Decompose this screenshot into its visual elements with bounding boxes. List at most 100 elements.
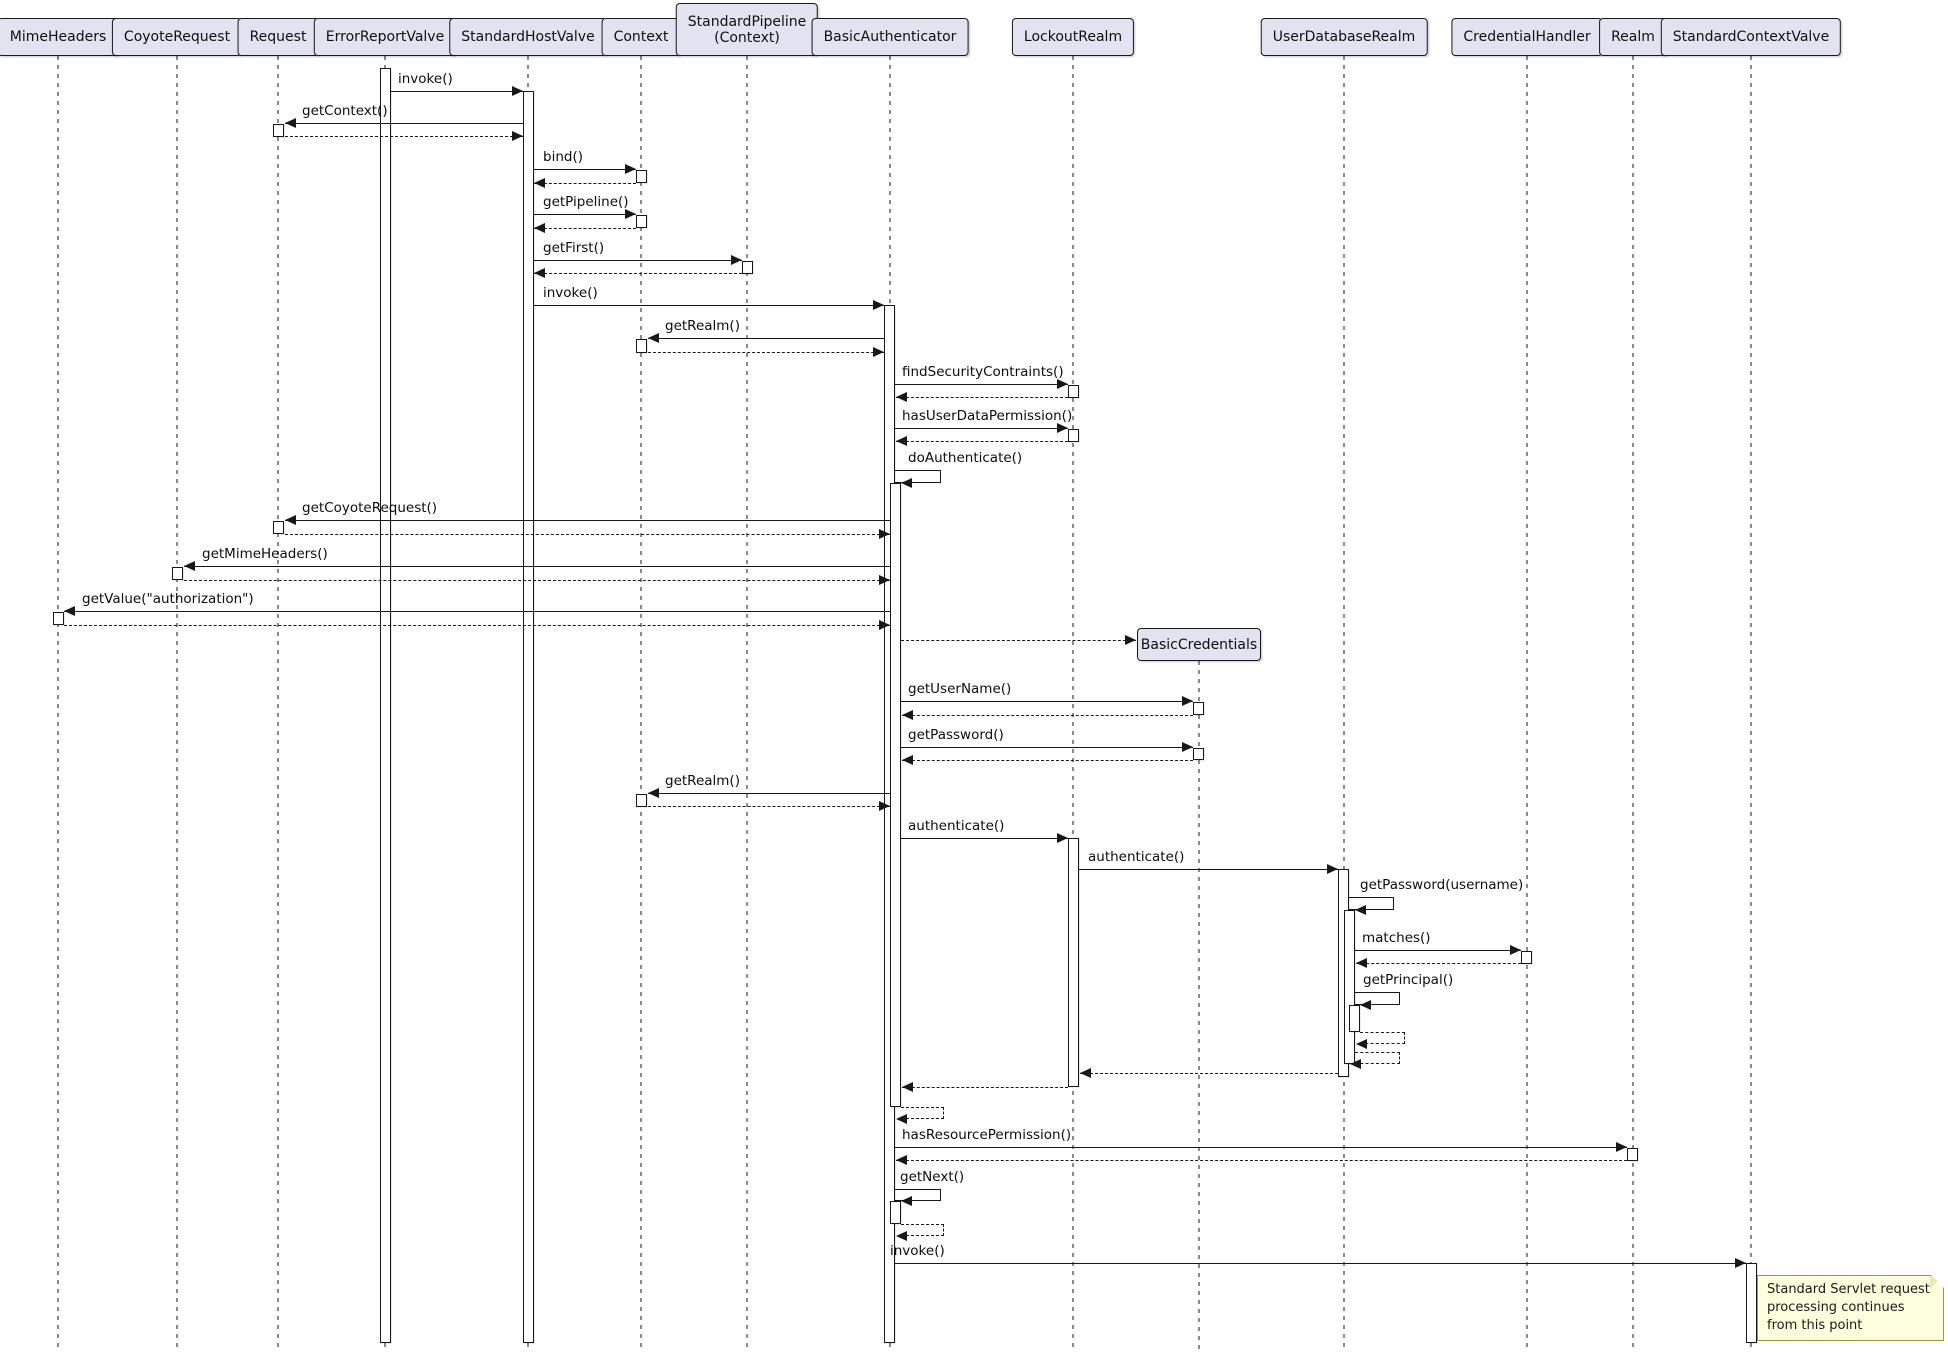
self-message-loop [901, 1107, 944, 1119]
message-label-invoke: invoke() [890, 1243, 945, 1259]
arrowhead [534, 223, 545, 233]
return-message-line [184, 580, 890, 581]
call-message-line [534, 260, 742, 261]
activation-bar-userdatabaserealm-n3 [1349, 1005, 1360, 1032]
lifeline-realm [1632, 56, 1634, 1352]
arrowhead [1327, 864, 1338, 874]
message-label-getrealm: getRealm() [665, 318, 740, 334]
arrowhead [648, 788, 659, 798]
return-message-line [534, 273, 742, 274]
lifeline-standardpipeline-context [746, 56, 748, 1352]
return-message-line [896, 397, 1068, 398]
message-label-getnext: getNext() [900, 1169, 965, 1185]
activation-bar-basicauthenticator-getnext [890, 1201, 901, 1224]
message-label-getprincipal: getPrincipal() [1363, 972, 1454, 988]
return-message-line [896, 1160, 1627, 1161]
call-message-line [895, 1263, 1746, 1264]
arrowhead [901, 478, 912, 488]
message-label-invoke: invoke() [398, 71, 453, 87]
arrowhead [285, 515, 296, 525]
lifeline-context [640, 56, 642, 1352]
arrowhead [64, 606, 75, 616]
activation-bar-basicauthenticator-doauthenticate [890, 483, 901, 1107]
call-message-line [895, 428, 1068, 429]
participant-label: Request [249, 29, 307, 45]
arrowhead [625, 164, 636, 174]
arrowhead [625, 209, 636, 219]
activation-bar-mimeheaders [53, 612, 64, 625]
message-label-getcoyoterequest: getCoyoteRequest() [302, 500, 438, 516]
message-label-authenticate: authenticate() [1088, 849, 1185, 865]
lifeline-request [277, 56, 279, 1352]
participant-label: ErrorReportValve [325, 29, 445, 45]
activation-bar-credentialhandler [1521, 951, 1532, 964]
message-label-getvalue-authorization: getValue("authorization") [82, 591, 254, 607]
arrowhead [896, 436, 907, 446]
self-message-loop [1349, 897, 1394, 910]
return-message-line [896, 441, 1068, 442]
activation-bar-standardhostvalve [523, 91, 534, 1343]
call-message-line [534, 169, 636, 170]
participant-label: StandardContextValve [1672, 29, 1830, 45]
lifeline-lockoutrealm [1072, 56, 1074, 1352]
self-message-loop [1355, 992, 1400, 1005]
call-message-line [1355, 950, 1521, 951]
return-message-line [534, 183, 636, 184]
participant-mimeheaders: MimeHeaders [0, 18, 119, 56]
activation-bar-basiccredentials-getpassword [1193, 748, 1204, 760]
note-standard-servlet: Standard Servlet request processing cont… [1757, 1275, 1944, 1341]
arrowhead [896, 392, 907, 402]
self-message-loop [1355, 1052, 1400, 1064]
participant-lockoutrealm: LockoutRealm [1011, 18, 1135, 56]
participant-coyoterequest: CoyoteRequest [111, 18, 243, 56]
arrowhead [1356, 958, 1367, 968]
return-message-line [648, 352, 884, 353]
activation-bar-lockoutrealm [1068, 838, 1079, 1087]
activation-bar-context-bind [636, 170, 647, 183]
lifeline-userdatabaserealm [1343, 56, 1345, 1352]
activation-bar-context-getrealm-1 [636, 339, 647, 353]
call-message-line [64, 611, 890, 612]
arrowhead [534, 268, 545, 278]
lifeline-credentialhandler [1526, 56, 1528, 1352]
arrowhead [879, 529, 890, 539]
arrowhead [1616, 1142, 1627, 1152]
message-label-getusername: getUserName() [908, 681, 1012, 697]
participant-label: Realm [1611, 29, 1655, 45]
return-message-line [64, 625, 890, 626]
return-message-line [902, 1087, 1068, 1088]
activation-bar-context-getpipeline [636, 215, 647, 228]
message-label-getfirst: getFirst() [543, 240, 605, 256]
participant-basicauthenticator: BasicAuthenticator [811, 18, 969, 56]
arrowhead [731, 255, 742, 265]
arrowhead [879, 801, 890, 811]
arrowhead [1125, 635, 1136, 645]
participant-realm: Realm [1599, 18, 1667, 56]
message-label-getpipeline: getPipeline() [543, 194, 629, 210]
lifeline-mimeheaders [57, 56, 59, 1352]
return-message-line [1080, 1073, 1338, 1074]
arrowhead [184, 561, 195, 571]
participant-credentialhandler: CredentialHandler [1451, 18, 1603, 56]
participant-standardcontextvalve: StandardContextValve [1660, 18, 1842, 56]
activation-bar-errorreportvalve [380, 68, 391, 1343]
participant-label: Context [613, 29, 669, 45]
arrowhead [1057, 379, 1068, 389]
self-message-loop [895, 470, 941, 483]
lifeline-standardcontextvalve [1750, 56, 1752, 1352]
message-label-hasuserdatapermission: hasUserDataPermission() [902, 408, 1073, 424]
participant-standardpipeline-context: StandardPipeline (Context) [675, 3, 819, 56]
message-label-getpassword-username: getPassword(username) [1360, 877, 1524, 893]
arrowhead [1735, 1258, 1746, 1268]
message-label-authenticate: authenticate() [908, 818, 1005, 834]
call-message-line [648, 793, 890, 794]
call-message-line [1079, 869, 1338, 870]
message-label-bind: bind() [543, 149, 583, 165]
message-label-getpassword: getPassword() [908, 727, 1004, 743]
call-message-line [901, 701, 1193, 702]
participant-request: Request [237, 18, 319, 56]
participant-label: (Context) [714, 29, 780, 46]
arrowhead [902, 755, 913, 765]
activation-bar-request-getcoyoterequest [273, 521, 284, 534]
call-message-line [895, 1147, 1627, 1148]
